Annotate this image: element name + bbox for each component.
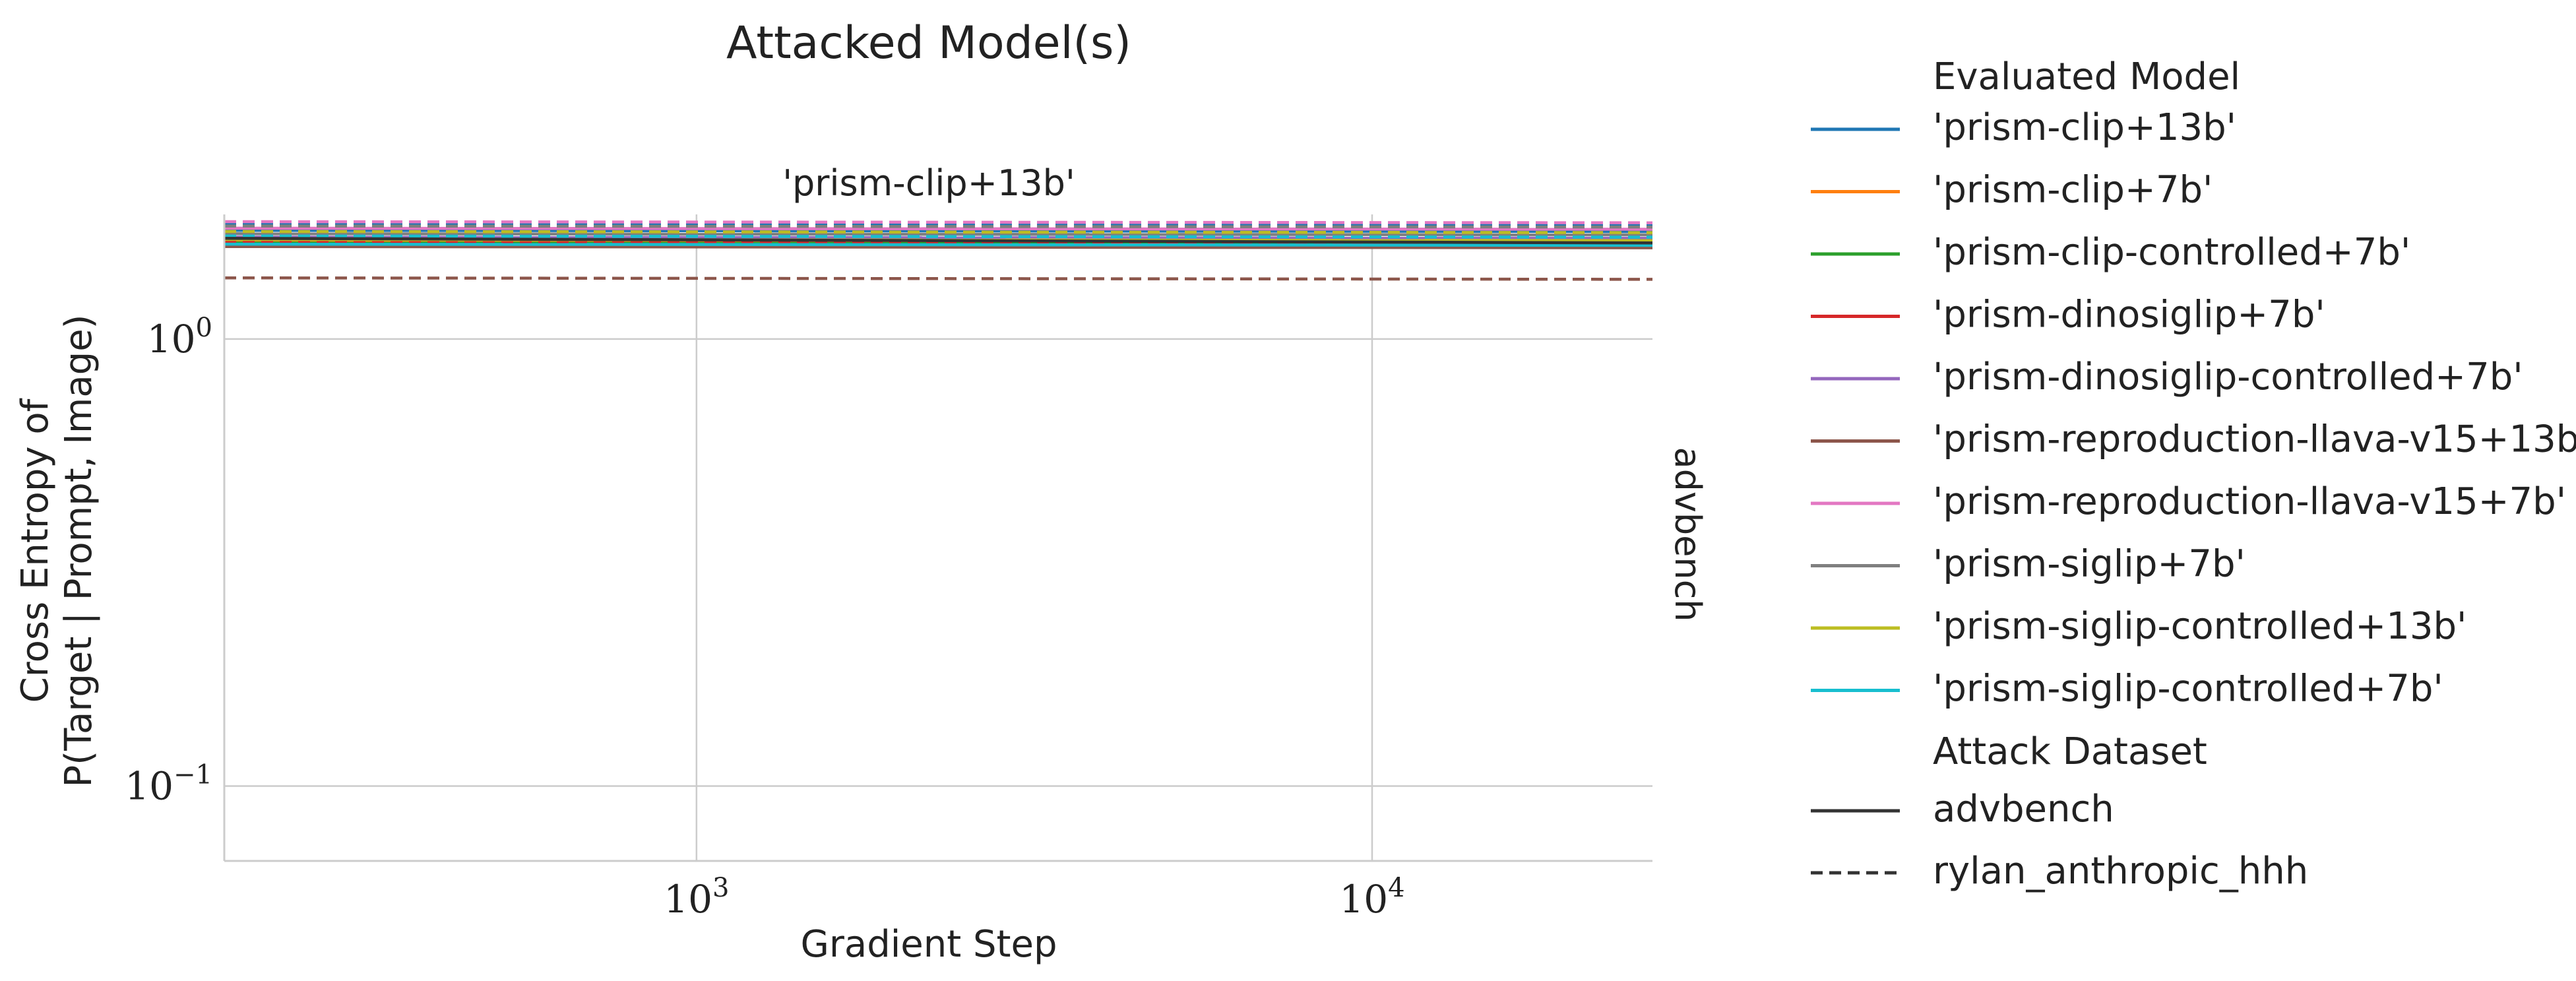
y-tick-label: 100 xyxy=(147,313,212,362)
series-line xyxy=(224,222,1653,227)
chart-title: Attacked Model(s) xyxy=(726,17,1131,69)
tick-labels: 103 104 100 10−1 xyxy=(125,313,1404,922)
axes xyxy=(223,214,1652,862)
legend-item-label: 'prism-siglip+7b' xyxy=(1933,543,2246,586)
series-line xyxy=(224,245,1653,249)
series-line xyxy=(224,232,1653,237)
series-line xyxy=(224,276,1653,281)
legend-item-label: 'prism-clip+7b' xyxy=(1933,169,2213,212)
legend-model-header: Evaluated Model xyxy=(1933,55,2240,98)
x-tick-label: 103 xyxy=(664,873,729,922)
series-line xyxy=(224,220,1653,224)
x-axis-label: Gradient Step xyxy=(800,923,1057,966)
series-line xyxy=(224,224,1653,229)
legend: Evaluated Model Attack Dataset 'prism-cl… xyxy=(1811,55,2576,893)
legend-item-label: 'prism-siglip-controlled+13b' xyxy=(1933,605,2466,648)
series-line xyxy=(224,226,1653,231)
series-line xyxy=(224,234,1653,239)
y-axis-label-line1: Cross Entropy of xyxy=(14,398,57,703)
series-line xyxy=(224,236,1653,245)
legend-item-label: 'prism-dinosiglip+7b' xyxy=(1933,294,2325,336)
x-tick-label: 104 xyxy=(1339,873,1404,922)
y-tick-label: 10−1 xyxy=(125,760,212,809)
series-line xyxy=(224,230,1653,234)
legend-dataset-header: Attack Dataset xyxy=(1933,730,2207,773)
legend-item-label: rylan_anthropic_hhh xyxy=(1933,850,2308,893)
subplot-title: 'prism-clip+13b' xyxy=(782,162,1075,204)
legend-item-label: 'prism-reproduction-llava-v15+13b' xyxy=(1933,418,2576,461)
legend-item-label: 'prism-siglip-controlled+7b' xyxy=(1933,668,2443,711)
legend-item-label: 'prism-reproduction-llava-v15+7b' xyxy=(1933,480,2566,523)
grid xyxy=(224,214,1652,861)
series-lines xyxy=(224,220,1653,281)
legend-item-label: 'prism-clip-controlled+7b' xyxy=(1933,231,2410,274)
series-line xyxy=(224,242,1653,247)
row-label: advbench xyxy=(1667,447,1709,622)
y-axis-label-line2: P(Target | Prompt, Image) xyxy=(57,314,100,787)
legend-item-label: advbench xyxy=(1933,788,2114,831)
legend-item-label: 'prism-clip+13b' xyxy=(1933,106,2236,149)
legend-item-label: 'prism-dinosiglip-controlled+7b' xyxy=(1933,356,2523,398)
